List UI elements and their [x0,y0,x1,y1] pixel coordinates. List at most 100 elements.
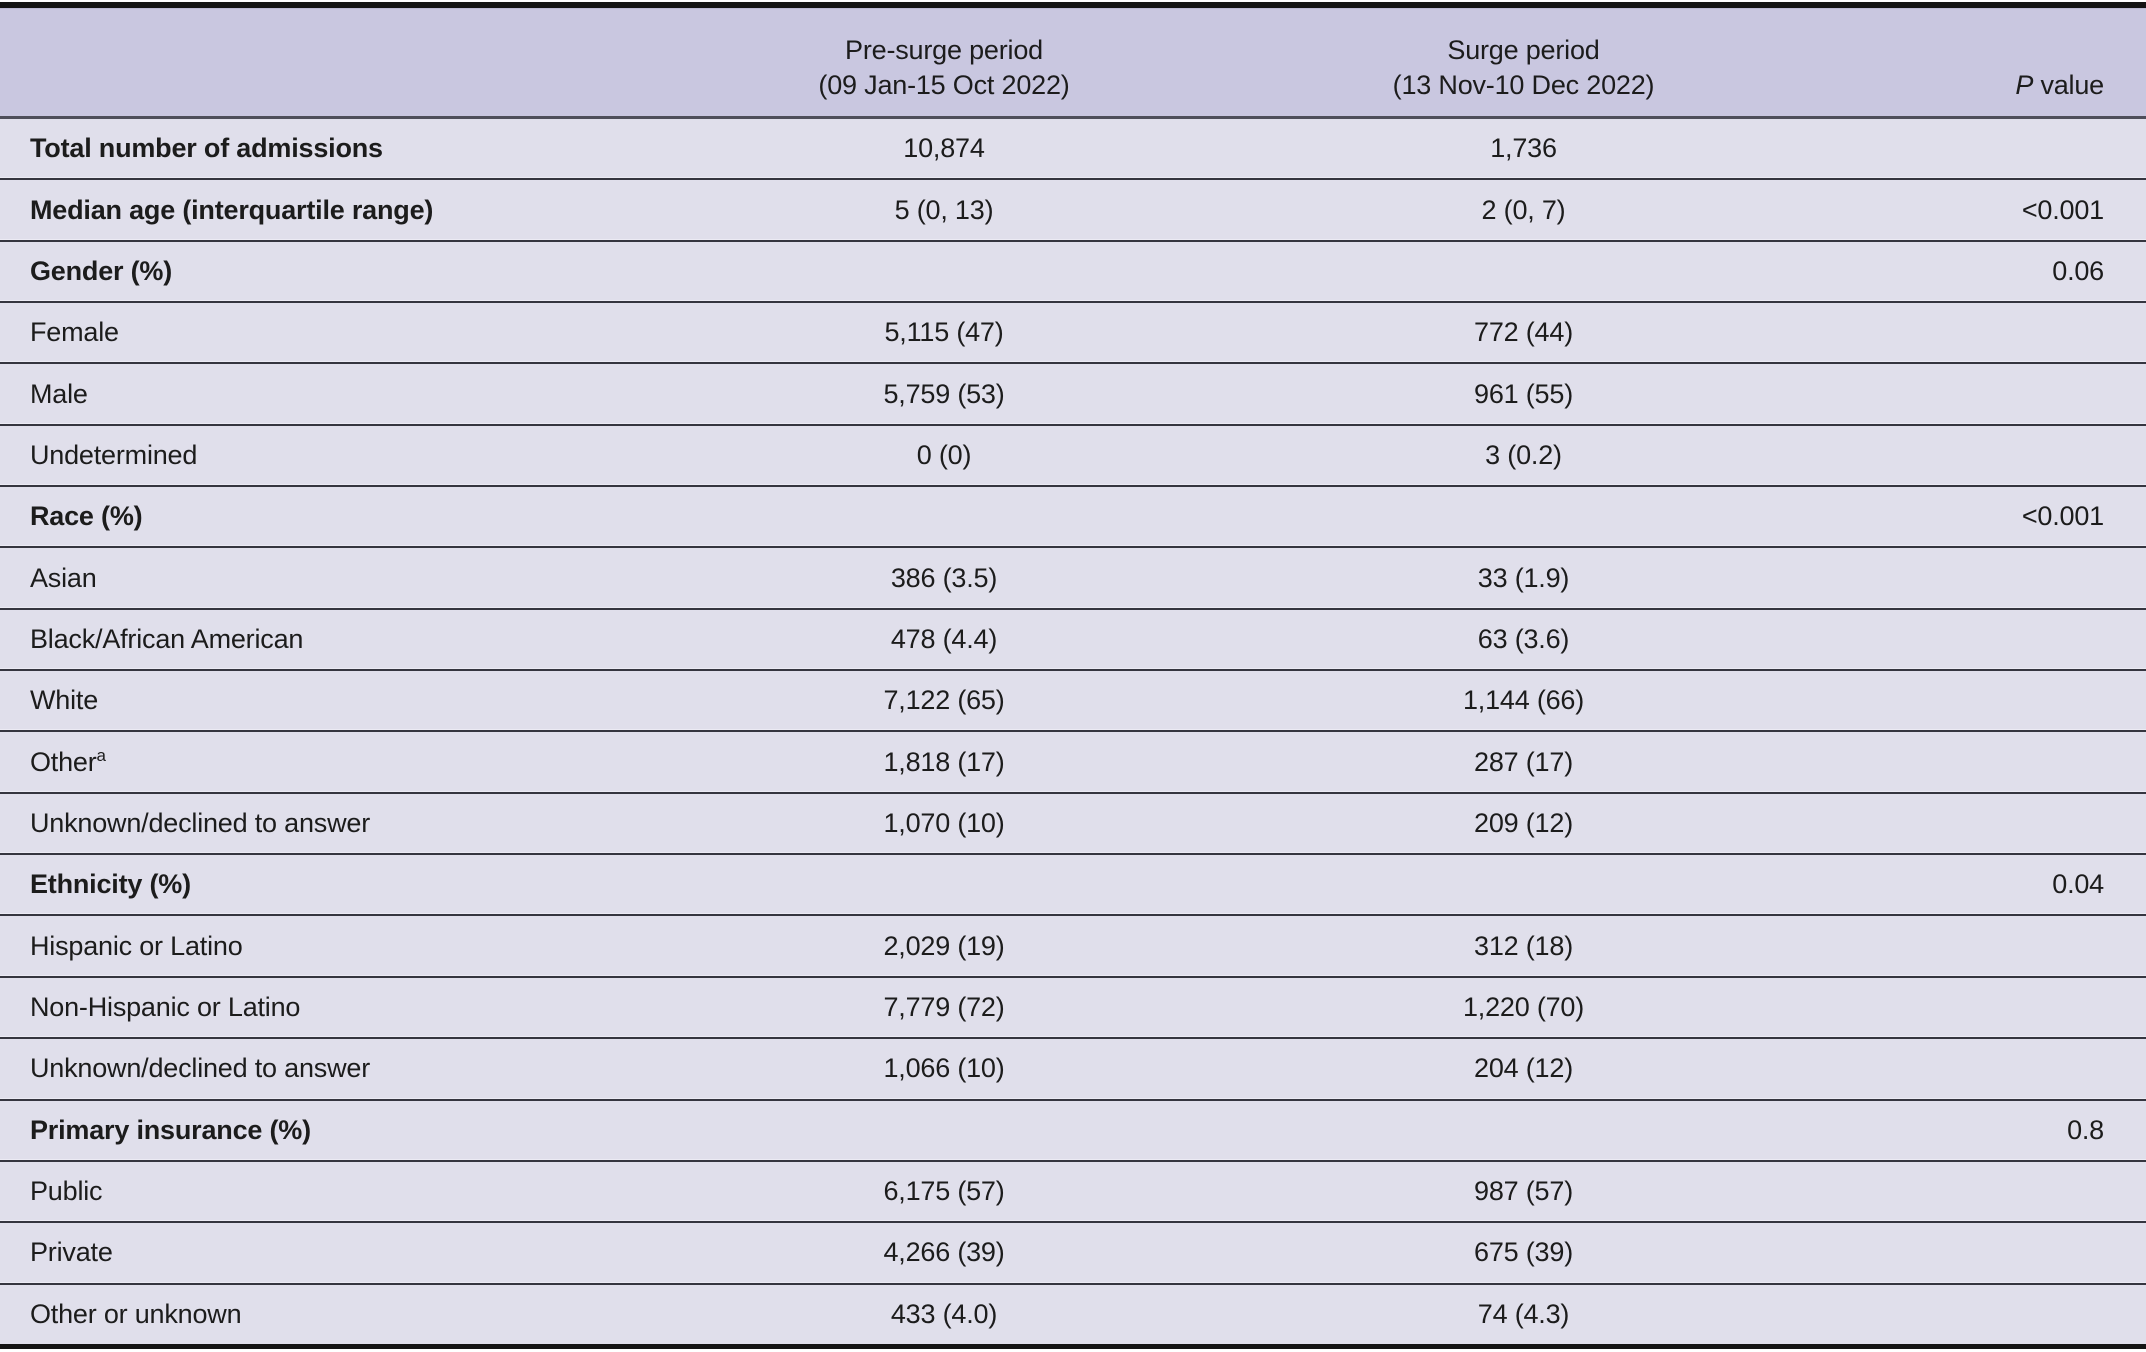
table-top-rule-shadow [0,8,2146,9]
pre-surge-value-cell: 386 (3.5) [890,562,998,593]
row-divider [0,423,2146,426]
row-divider [0,975,2146,978]
table-body: Total number of admissions 10,874 1,736 Med… [0,119,2146,1344]
table-row: Othera 1,818 (17) 287 (17) [0,732,2146,792]
row-divider [0,607,2146,610]
surge-value-cell: 63 (3.6) [1477,623,1570,654]
surge-value-cell: 312 (18) [1474,930,1573,961]
table-row: Total number of admissions 10,874 1,736 [0,119,2146,179]
row-label-cell: Public [30,1176,103,1207]
row-label-cell: Total number of admissions [30,133,383,164]
row-label-cell: Othera [30,745,106,777]
pre-surge-value-cell: 6,175 (57) [883,1176,1005,1207]
table-row: Median age (interquartile range) 5 (0, 13… [0,180,2146,240]
top-margin [0,0,2146,2]
table-row: White 7,122 (65) 1,144 (66) [0,671,2146,731]
row-label-cell: Asian [30,562,97,593]
row-label-cell: Race (%) [30,501,143,532]
row-divider [0,301,2146,304]
table-row: Unknown/declined to answer 1,066 (10) 204 … [0,1039,2146,1099]
row-divider [0,1037,2146,1040]
table-row: Ethnicity (%) 0.04 [0,855,2146,915]
table-bottom-rule [0,1344,2146,1349]
table-row: Gender (%) 0.06 [0,241,2146,302]
pre-surge-value-cell: 7,122 (65) [883,685,1005,716]
pre-surge-value-cell: 7,779 (72) [883,991,1005,1022]
header-p-italic: P [2015,70,2034,100]
surge-value-cell: 74 (4.3) [1477,1298,1570,1329]
row-label-cell: Female [30,317,119,348]
table-row: Public 6,175 (57) 987 (57) [0,1161,2146,1222]
row-label-cell: White [30,685,99,716]
row-divider [0,1221,2146,1224]
row-label-cell: Black/African American [30,623,304,654]
row-label-cell: Median age (interquartile range) [30,194,434,225]
table-row: Black/African American 478 (4.4) 63 (3.6) [0,609,2146,670]
row-label-cell: Hispanic or Latino [30,930,243,961]
surge-value-cell: 772 (44) [1474,317,1573,348]
header-p-value: P value [1942,68,2146,103]
table-row: Race (%) <0.001 [0,487,2146,547]
p-value-cell: <0.001 [2021,194,2104,225]
pre-surge-value-cell: 10,874 [903,133,985,164]
header-surge-period: Surge period (13 Nov-10 Dec 2022) [1105,33,1942,103]
surge-value-cell: 287 (17) [1474,746,1573,777]
row-label-cell: Unknown/declined to answer [30,1053,370,1084]
row-divider [0,914,2146,917]
row-divider [0,853,2146,856]
row-label-cell: Unknown/declined to answer [30,807,370,838]
table-top-rule [0,2,2146,8]
table-row: Asian 386 (3.5) 33 (1.9) [0,548,2146,608]
row-divider [0,1159,2146,1162]
row-label-cell: Primary insurance (%) [30,1114,311,1145]
row-divider [0,1098,2146,1101]
header-pre-surge-dates: (09 Jan-15 Oct 2022) [818,70,1070,100]
surge-value-cell: 961 (55) [1474,378,1573,409]
header-pre-surge-period: Pre-surge period (09 Jan-15 Oct 2022) [783,33,1105,103]
table-row: Undetermined 0 (0) 3 (0.2) [0,425,2146,486]
pre-surge-value-cell: 433 (4.0) [890,1298,998,1329]
table-row: Hispanic or Latino 2,029 (19) 312 (18) [0,916,2146,976]
header-pre-surge-label: Pre-surge period [845,35,1043,65]
surge-value-cell: 209 (12) [1474,807,1573,838]
table-row: Private 4,266 (39) 675 (39) [0,1223,2146,1283]
row-label-cell: Ethnicity (%) [30,869,191,900]
row-label-cell: Other or unknown [30,1298,242,1329]
surge-value-cell: 3 (0.2) [1485,439,1562,470]
table-row: Female 5,115 (47) 772 (44) [0,303,2146,363]
surge-value-cell: 1,220 (70) [1462,991,1585,1022]
surge-value-cell: 675 (39) [1474,1237,1573,1268]
header-surge-dates: (13 Nov-10 Dec 2022) [1392,70,1655,100]
pre-surge-value-cell: 1,818 (17) [883,746,1005,777]
footnote-marker: a [96,745,106,765]
surge-value-cell: 987 (57) [1474,1176,1573,1207]
row-label-cell: Gender (%) [30,255,173,286]
pre-surge-value-cell: 2,029 (19) [883,930,1005,961]
row-divider [0,669,2146,672]
header-body-divider [0,116,2146,119]
pre-surge-value-cell: 5,115 (47) [884,317,1004,348]
pre-surge-value-cell: 4,266 (39) [883,1237,1005,1268]
pre-surge-value-cell: 1,066 (10) [883,1053,1005,1084]
row-label-cell: Undetermined [30,439,198,470]
p-value-cell: 0.8 [2067,1114,2104,1145]
pre-surge-value-cell: 0 (0) [916,439,972,470]
table-row: Other or unknown 433 (4.0) 74 (4.3) [0,1284,2146,1344]
row-divider [0,178,2146,181]
pre-surge-value-cell: 5 (0, 13) [894,194,994,225]
row-divider [0,362,2146,365]
table-row: Primary insurance (%) 0.8 [0,1100,2146,1160]
surge-value-cell: 1,144 (66) [1462,685,1585,716]
row-divider [0,485,2146,488]
row-label-cell: Non-Hispanic or Latino [30,991,301,1022]
row-label-cell: Male [30,378,88,409]
row-divider [0,791,2146,794]
row-divider [0,239,2146,242]
surge-value-cell: 2 (0, 7) [1481,194,1566,225]
surge-value-cell: 33 (1.9) [1477,562,1570,593]
table-row: Non-Hispanic or Latino 7,779 (72) 1,220 (7… [0,977,2146,1038]
p-value-cell: 0.06 [2052,255,2104,286]
surge-value-cell: 204 (12) [1474,1053,1573,1084]
